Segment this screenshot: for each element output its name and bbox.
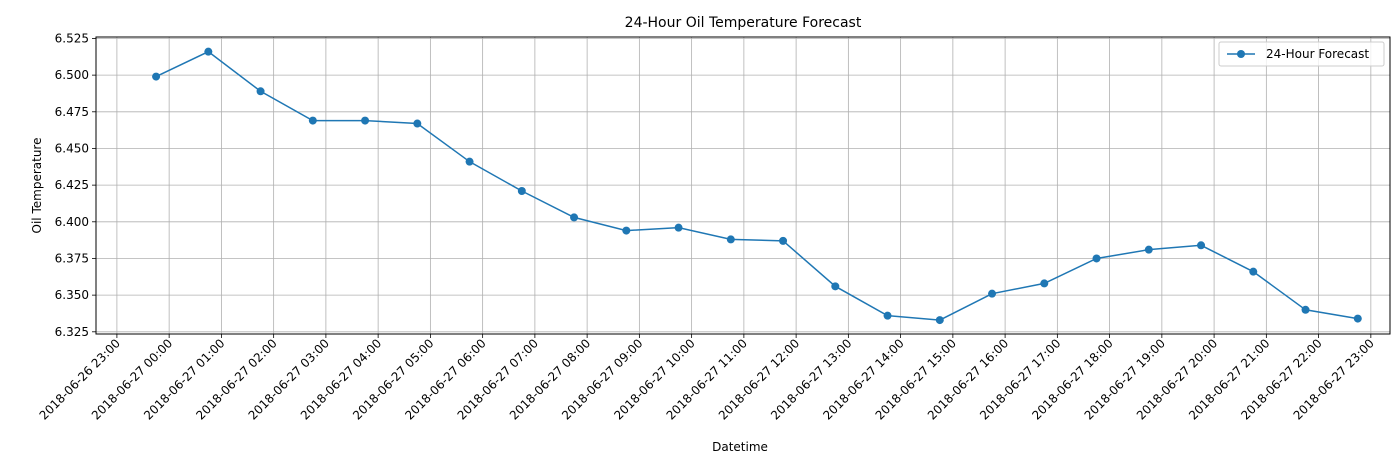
y-tick-label: 6.450 (55, 141, 89, 155)
data-point (1353, 314, 1362, 323)
legend-label: 24-Hour Forecast (1266, 47, 1369, 61)
data-point (726, 235, 735, 244)
series-layer (152, 47, 1362, 325)
y-tick-label: 6.325 (55, 325, 89, 339)
data-point (1144, 245, 1153, 254)
series-line (155, 50, 1358, 321)
x-axis-label: Datetime (712, 440, 768, 454)
data-point (465, 157, 474, 166)
data-point (622, 226, 631, 235)
data-point (1092, 254, 1101, 263)
legend-marker-swatch (1237, 50, 1245, 58)
data-point (413, 119, 422, 128)
data-point (570, 213, 579, 222)
data-point (152, 72, 161, 81)
data-point (1040, 279, 1049, 288)
data-point (517, 187, 526, 195)
y-tick-label: 6.375 (55, 251, 89, 265)
data-point (935, 316, 944, 325)
y-axis-label: Oil Temperature (30, 138, 44, 234)
data-point (361, 116, 370, 125)
legend: 24-Hour Forecast (1218, 41, 1385, 67)
data-point (1197, 241, 1206, 250)
data-point (674, 223, 683, 232)
data-point (1249, 267, 1258, 276)
data-point (308, 116, 317, 125)
y-tick-label: 6.400 (55, 215, 89, 229)
data-point (831, 282, 840, 291)
legend-box (1218, 41, 1385, 67)
grid (96, 37, 1390, 334)
y-tick-label: 6.425 (55, 178, 89, 192)
data-point (256, 87, 265, 96)
y-tick-label: 6.475 (55, 105, 89, 119)
data-point (779, 236, 788, 245)
data-point (988, 289, 997, 298)
y-axis: 6.325 6.350 6.375 6.400 6.425 6.450 6.475 6.500… (55, 31, 96, 339)
y-tick-label: 6.350 (55, 288, 89, 302)
chart-title: 24-Hour Oil Temperature Forecast (625, 15, 862, 31)
data-point (1301, 305, 1310, 314)
data-point (204, 47, 213, 56)
y-tick-label: 6.500 (55, 68, 89, 82)
y-tick-label: 6.525 (55, 31, 89, 45)
data-point (883, 311, 892, 320)
